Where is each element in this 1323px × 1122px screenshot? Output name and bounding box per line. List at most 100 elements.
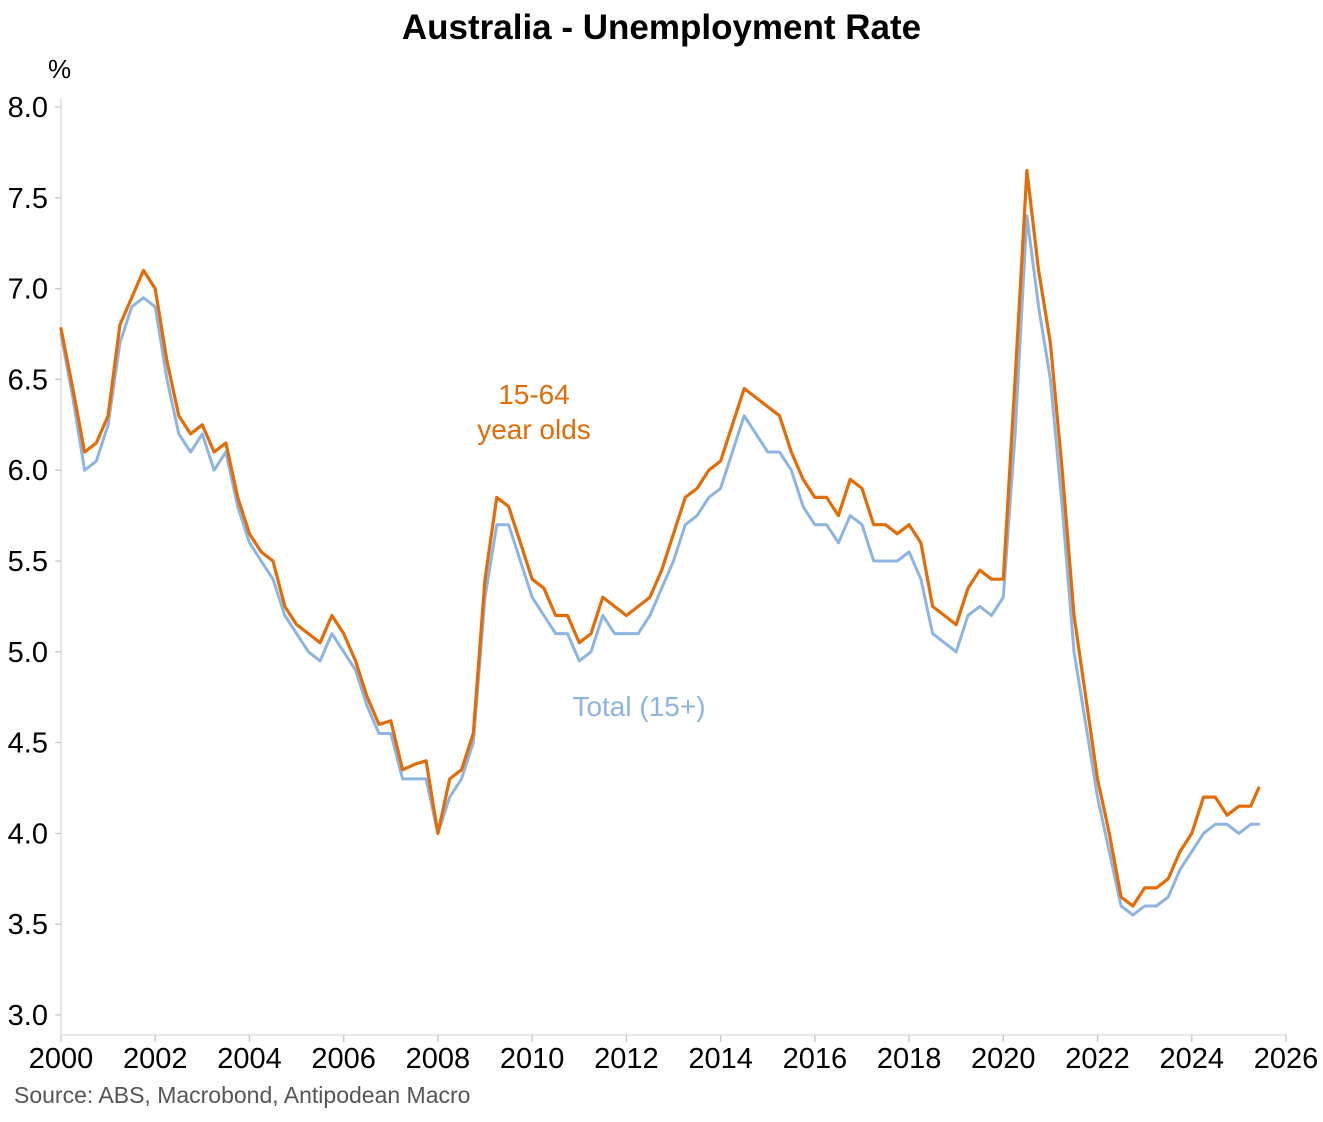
data-point-series-1 (201, 423, 204, 426)
data-point-series-0 (95, 460, 98, 462)
data-point-series-1 (978, 569, 981, 571)
x-tick-label: 2024 (1160, 1043, 1225, 1075)
data-point-series-1 (790, 451, 793, 453)
data-point-series-1 (1214, 796, 1217, 798)
data-point-series-1 (1167, 877, 1170, 880)
data-point-series-1 (1238, 805, 1240, 808)
data-point-series-0 (543, 614, 545, 617)
x-tick-label: 2020 (971, 1043, 1036, 1075)
data-point-series-0 (83, 469, 86, 472)
data-point-series-1 (637, 605, 640, 608)
data-point-series-0 (1190, 850, 1193, 853)
data-point-series-0 (837, 541, 840, 544)
series-label-1: year olds (477, 414, 591, 445)
data-point-series-1 (1073, 614, 1075, 617)
data-point-series-0 (342, 650, 345, 653)
data-point-series-1 (1132, 905, 1134, 907)
data-point-series-1 (413, 763, 416, 766)
data-point-series-0 (978, 605, 981, 608)
series-line-0 (59, 214, 1261, 917)
data-point-series-1 (719, 460, 722, 462)
data-point-series-1 (60, 327, 62, 330)
data-point-series-0 (272, 578, 274, 581)
data-point-series-1 (260, 551, 263, 553)
data-point-series-1 (389, 719, 392, 722)
data-point-series-1 (837, 514, 840, 517)
data-point-series-0 (802, 505, 804, 508)
data-point-series-1 (107, 414, 109, 417)
data-point-series-0 (554, 632, 557, 635)
data-point-series-0 (1096, 796, 1099, 798)
y-axis-unit-label: % (48, 54, 72, 84)
data-point-series-0 (1214, 823, 1217, 826)
data-point-series-1 (554, 614, 557, 617)
data-point-series-0 (166, 378, 168, 381)
data-point-series-0 (1132, 914, 1134, 916)
axes: 3.0 3.5 4.0 4.5 5.0 5.5 6.0 6.5 7.0 7.5 8.0 2000 200… (8, 92, 1319, 1075)
data-point-series-1 (896, 532, 899, 535)
data-point-series-1 (272, 560, 274, 562)
data-point-series-1 (1061, 469, 1064, 472)
data-point-series-1 (1202, 796, 1205, 798)
data-point-series-0 (943, 641, 946, 644)
data-point-series-1 (908, 523, 910, 526)
data-point-series-1 (1108, 832, 1111, 835)
data-point-series-1 (920, 541, 922, 544)
data-point-series-0 (107, 423, 109, 426)
data-point-series-1 (849, 478, 852, 481)
data-point-series-1 (872, 523, 875, 526)
data-point-series-0 (1014, 433, 1016, 435)
data-point-series-0 (1226, 823, 1228, 826)
data-point-series-1 (543, 587, 545, 590)
data-point-series-0 (142, 296, 145, 299)
data-point-series-1 (295, 623, 298, 626)
data-point-series-1 (283, 605, 286, 608)
data-point-series-0 (366, 705, 369, 708)
data-point-series-1 (154, 287, 157, 290)
data-point-series-1 (95, 442, 98, 444)
data-point-series-1 (484, 578, 486, 581)
data-point-series-0 (283, 614, 286, 617)
data-point-series-1 (578, 641, 581, 644)
data-point-series-1 (342, 632, 345, 635)
data-point-series-0 (601, 614, 604, 617)
data-point-series-0 (425, 778, 427, 780)
data-point-series-0 (354, 669, 357, 671)
data-point-series-1 (225, 442, 227, 444)
data-point-series-0 (731, 451, 734, 453)
data-point-series-1 (448, 778, 451, 780)
data-point-series-1 (166, 360, 168, 363)
data-point-series-1 (1049, 342, 1052, 344)
x-tick-label: 2004 (217, 1043, 282, 1075)
data-point-series-1 (1096, 778, 1099, 780)
series-line-1 (59, 169, 1261, 908)
data-point-series-1 (142, 269, 145, 272)
data-point-series-1 (1026, 169, 1028, 172)
data-point-series-0 (566, 632, 569, 635)
data-point-series-0 (401, 778, 404, 780)
data-point-series-0 (660, 587, 663, 590)
data-point-series-1 (331, 614, 333, 617)
data-point-series-1 (1002, 578, 1005, 581)
data-point-series-0 (1179, 868, 1181, 871)
series-label-1: 15-64 (498, 379, 570, 410)
series-labels: Total (15+) 15-64 year olds (477, 379, 705, 722)
data-point-series-1 (401, 768, 404, 771)
data-point-series-1 (625, 614, 628, 617)
data-point-series-1 (1226, 814, 1228, 817)
data-point-series-1 (601, 596, 604, 599)
data-point-series-0 (389, 732, 392, 735)
data-point-series-1 (472, 732, 475, 735)
data-point-series-0 (1061, 505, 1064, 508)
data-point-series-1 (177, 414, 180, 417)
data-point-series-0 (189, 451, 192, 453)
data-point-series-1 (813, 496, 816, 499)
data-point-series-1 (884, 523, 887, 526)
data-point-series-0 (1155, 905, 1158, 907)
data-point-series-0 (625, 632, 628, 635)
data-point-series-1 (825, 496, 828, 499)
data-point-series-1 (943, 614, 946, 617)
data-point-series-0 (260, 560, 263, 562)
data-point-series-1 (1014, 378, 1016, 381)
